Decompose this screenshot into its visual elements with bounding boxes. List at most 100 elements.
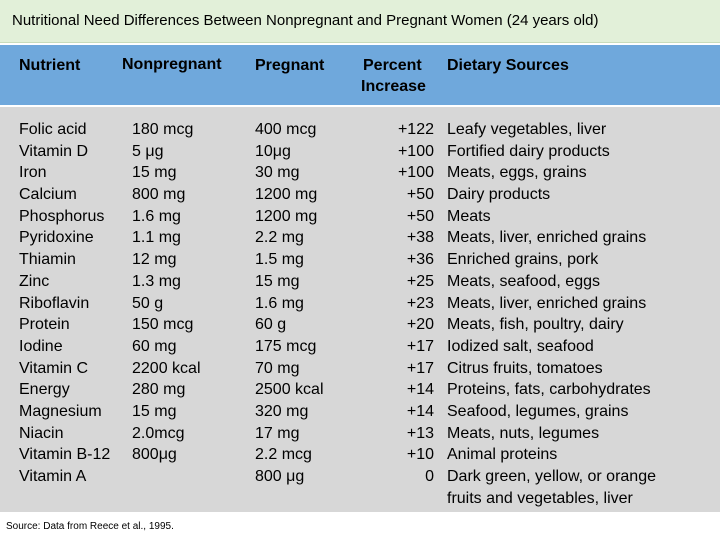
pregnant-cell: 400 mcg xyxy=(255,121,317,138)
nutrient-cell: Pyridoxine xyxy=(19,229,94,247)
nutrient-cell: Folic acid xyxy=(19,121,87,138)
pregnant-cell: 70 mg xyxy=(255,359,300,377)
pregnant-cell: 1200 mg xyxy=(255,207,318,225)
nonpregnant-cell: 180 mcg xyxy=(132,121,194,138)
nonpregnant-cell: 15 mg xyxy=(132,164,177,182)
nutrient-cell: Energy xyxy=(19,381,70,399)
page-title: Nutritional Need Differences Between Non… xyxy=(12,12,599,29)
nutrient-cell: Magnesium xyxy=(19,402,102,420)
source-cell: Iodized salt, seafood xyxy=(447,337,594,355)
header-percent: Percent xyxy=(363,57,422,74)
pregnant-cell: 2.2 mg xyxy=(255,229,304,247)
nutrient-cell: Niacin xyxy=(19,424,64,442)
nonpregnant-cell: 5 μg xyxy=(132,142,164,160)
table-header: Nutrient Nonpregnant Pregnant Percent In… xyxy=(0,45,720,105)
source-cell: Animal proteins xyxy=(447,446,558,464)
header-nutrient: Nutrient xyxy=(19,57,81,74)
source-cell: Meats, eggs, grains xyxy=(447,164,587,182)
pregnant-cell: 175 mcg xyxy=(255,337,317,355)
pregnant-cell: 800 μg xyxy=(255,468,305,485)
source-cell: Citrus fruits, tomatoes xyxy=(447,359,603,377)
nutrient-column: Folic acid Vitamin D Iron Calcium Phosphorus… xyxy=(19,119,110,488)
nutrient-cell: Protein xyxy=(19,316,70,334)
nutrient-cell: Iodine xyxy=(19,337,63,355)
pregnant-cell: 320 mg xyxy=(255,402,309,420)
nutrient-cell: Vitamin D xyxy=(19,142,89,160)
nonpregnant-cell: 1.1 mg xyxy=(132,229,181,247)
nonpregnant-cell: 2.0mcg xyxy=(132,424,185,442)
nonpregnant-cell: 150 mcg xyxy=(132,316,194,334)
source-cell: Proteins, fats, carbohydrates xyxy=(447,381,651,399)
pregnant-cell: 60 g xyxy=(255,316,287,334)
nonpregnant-cell: 800 mg xyxy=(132,186,186,204)
percent-cell: +23 xyxy=(406,294,434,312)
source-cell: Meats, seafood, eggs xyxy=(447,272,600,290)
source-cell: Dark green, yellow, or orange xyxy=(447,468,656,485)
nonpregnant-cell: 800μg xyxy=(132,446,177,464)
nonpregnant-cell: 1.6 mg xyxy=(132,207,181,225)
percent-cell: +36 xyxy=(406,251,434,269)
source-cell: Meats, nuts, legumes xyxy=(447,424,600,442)
source-cell: Seafood, legumes, grains xyxy=(447,402,629,420)
source-cell: Meats, fish, poultry, dairy xyxy=(447,316,624,334)
pregnant-cell: 1200 mg xyxy=(255,186,318,204)
percent-cell: +25 xyxy=(406,272,434,290)
percent-cell: +17 xyxy=(406,359,434,377)
source-cell: fruits and vegetables, liver xyxy=(447,489,633,507)
percent-cell: +10 xyxy=(406,446,434,464)
pregnant-cell: 2.2 mcg xyxy=(255,446,312,464)
nonpregnant-cell: 15 mg xyxy=(132,402,177,420)
percent-cell: +13 xyxy=(406,424,434,442)
pregnant-cell: 17 mg xyxy=(255,424,300,442)
pregnant-cell: 2500 kcal xyxy=(255,381,324,399)
sources-column: Leafy vegetables, liver Fortified dairy p… xyxy=(447,119,656,509)
source-cell: Dairy products xyxy=(447,186,551,204)
nutrient-cell: Vitamin B-12 xyxy=(19,446,111,464)
nonpregnant-cell: 12 mg xyxy=(132,251,177,269)
nonpregnant-cell: 1.3 mg xyxy=(132,272,181,290)
percent-cell: +20 xyxy=(406,316,434,334)
pregnant-cell: 30 mg xyxy=(255,164,300,182)
nonpregnant-cell: 60 mg xyxy=(132,337,177,355)
percent-cell: +100 xyxy=(397,164,434,182)
header-increase: Increase xyxy=(361,78,426,95)
pregnant-cell: 10μg xyxy=(255,142,291,160)
percent-cell: +17 xyxy=(406,337,434,355)
percent-cell: +14 xyxy=(406,381,434,399)
nutrient-cell: Calcium xyxy=(19,186,77,204)
header-pregnant: Pregnant xyxy=(255,57,325,74)
source-cell: Fortified dairy products xyxy=(447,142,610,160)
percent-cell: +50 xyxy=(406,207,434,225)
source-cell: Meats xyxy=(447,207,491,225)
nonpregnant-cell: 50 g xyxy=(132,294,164,312)
nutrient-cell: Vitamin A xyxy=(19,468,87,485)
percent-cell: +38 xyxy=(406,229,434,247)
pregnant-cell: 1.5 mg xyxy=(255,251,304,269)
source-cell: Meats, liver, enriched grains xyxy=(447,294,647,312)
nutrient-cell: Iron xyxy=(19,164,47,182)
source-cell: Meats, liver, enriched grains xyxy=(447,229,647,247)
pregnant-cell: 1.6 mg xyxy=(255,294,304,312)
percent-cell: +50 xyxy=(406,186,434,204)
title-bar: Nutritional Need Differences Between Non… xyxy=(0,0,720,43)
percent-cell: 0 xyxy=(425,468,434,485)
nutrient-cell: Vitamin C xyxy=(19,359,89,377)
header-dietary-sources: Dietary Sources xyxy=(447,57,569,74)
percent-column: +122 +100 +100 +50 +50 +38 +36 +25 +23 +20 +17 +17 +… xyxy=(380,119,434,488)
source-cell: Enriched grains, pork xyxy=(447,251,599,269)
percent-cell: +122 xyxy=(397,121,434,138)
percent-cell: +14 xyxy=(406,402,434,420)
nonpregnant-cell: 2200 kcal xyxy=(132,359,201,377)
nonpregnant-cell: 280 mg xyxy=(132,381,186,399)
header-nonpregnant: Nonpregnant xyxy=(122,56,222,73)
source-cell: Leafy vegetables, liver xyxy=(447,121,607,138)
pregnant-cell: 15 mg xyxy=(255,272,300,290)
pregnant-column: 400 mcg 10μg 30 mg 1200 mg 1200 mg 2.2 mg 1.5 … xyxy=(255,119,324,488)
percent-cell: +100 xyxy=(397,142,434,160)
nutrient-cell: Thiamin xyxy=(19,251,76,269)
nonpregnant-column: 180 mcg 5 μg 15 mg 800 mg 1.6 mg 1.1 mg 12 mg 1… xyxy=(132,119,201,466)
nutrient-cell: Zinc xyxy=(19,272,50,290)
table-body xyxy=(0,107,720,512)
source-note: Source: Data from Reece et al., 1995. xyxy=(6,521,174,532)
nutrient-cell: Riboflavin xyxy=(19,294,90,312)
